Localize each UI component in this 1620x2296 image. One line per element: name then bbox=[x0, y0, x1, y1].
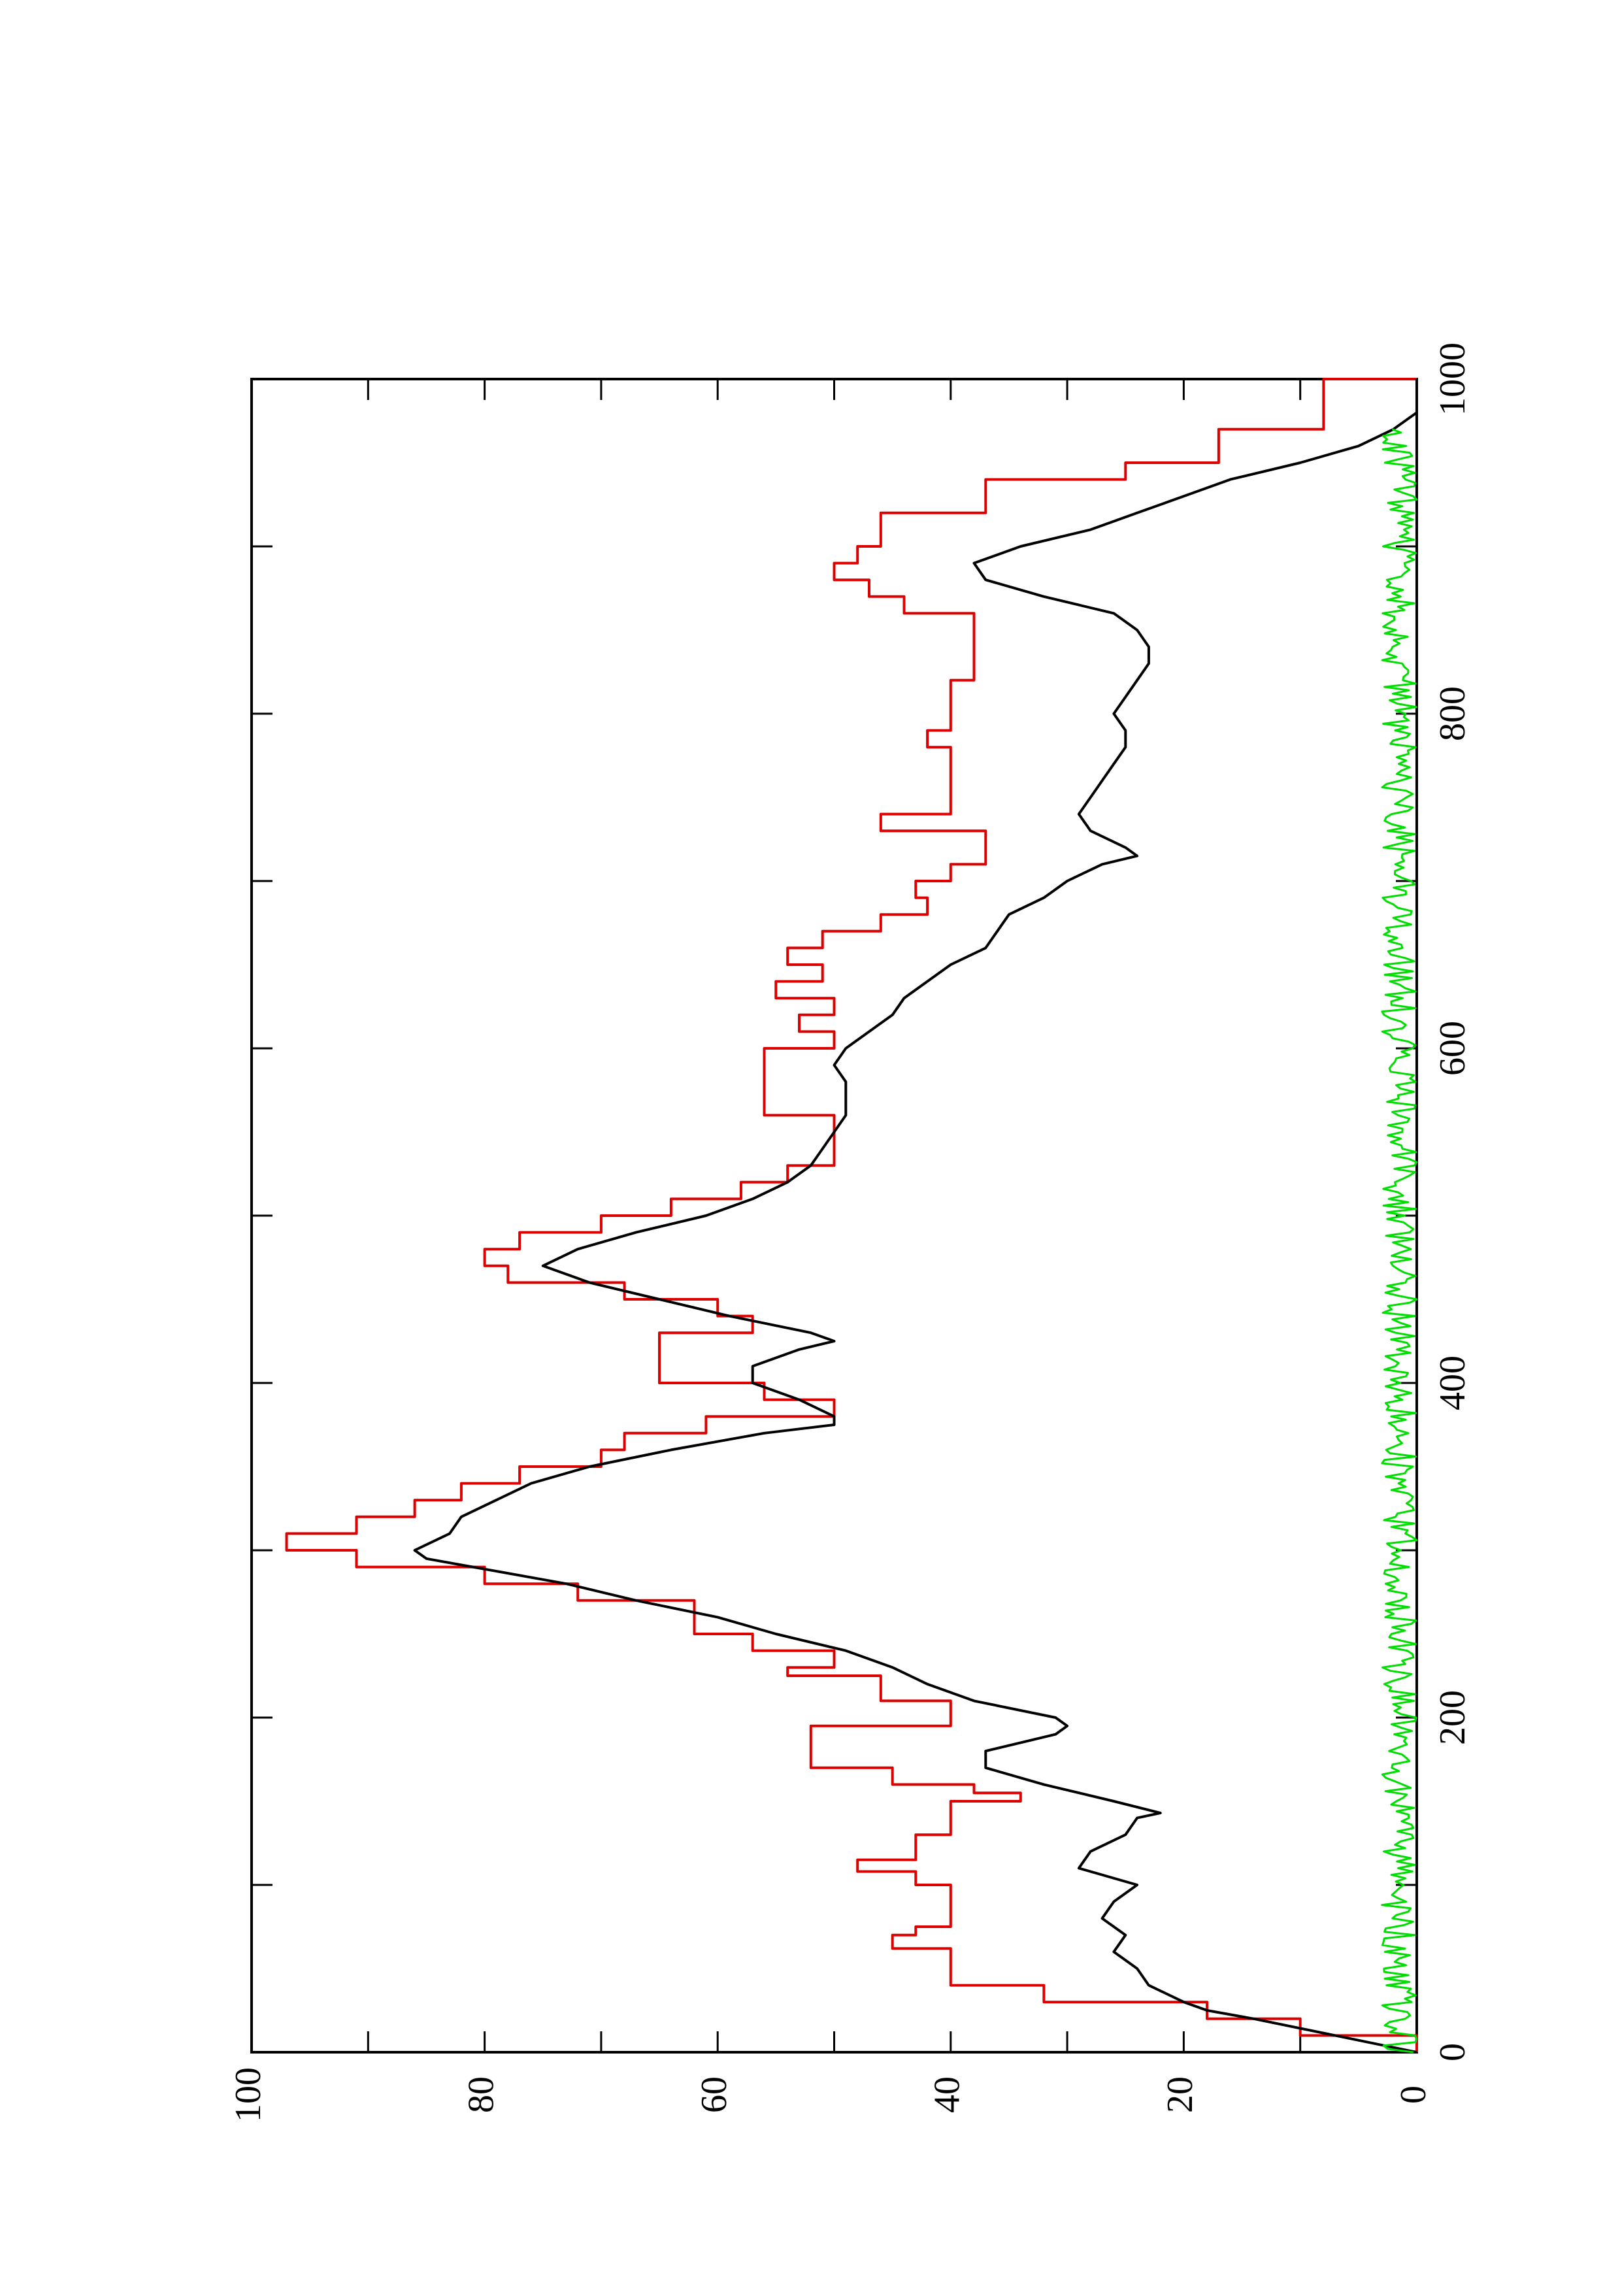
y-tick-label: 20 bbox=[1160, 2076, 1200, 2113]
plot-frame bbox=[250, 378, 1418, 2054]
y-tick-label: 60 bbox=[694, 2076, 735, 2113]
series-line-3 bbox=[1381, 428, 1418, 2054]
y-tick-label: 80 bbox=[461, 2076, 501, 2113]
x-tick-label: 400 bbox=[1432, 1356, 1473, 1410]
x-tick-label: 200 bbox=[1432, 1690, 1473, 1745]
series-line-2 bbox=[413, 379, 1418, 2054]
x-axis: 0 200 400 600 800 1000 bbox=[252, 342, 1473, 2061]
x-tick-label: 600 bbox=[1432, 1021, 1473, 1076]
y-tick-label: 40 bbox=[927, 2076, 968, 2113]
y-tick-label: 0 bbox=[1393, 2086, 1434, 2104]
x-tick-label: 800 bbox=[1432, 686, 1473, 741]
x-tick-label: 0 bbox=[1432, 2043, 1473, 2061]
y-tick-label: 100 bbox=[228, 2067, 269, 2122]
x-tick-label: 1000 bbox=[1432, 342, 1473, 416]
y-axis: 0 20 40 60 80 100 bbox=[228, 379, 1434, 2122]
series-layer bbox=[285, 378, 1418, 2054]
series-line-1 bbox=[285, 378, 1418, 2052]
